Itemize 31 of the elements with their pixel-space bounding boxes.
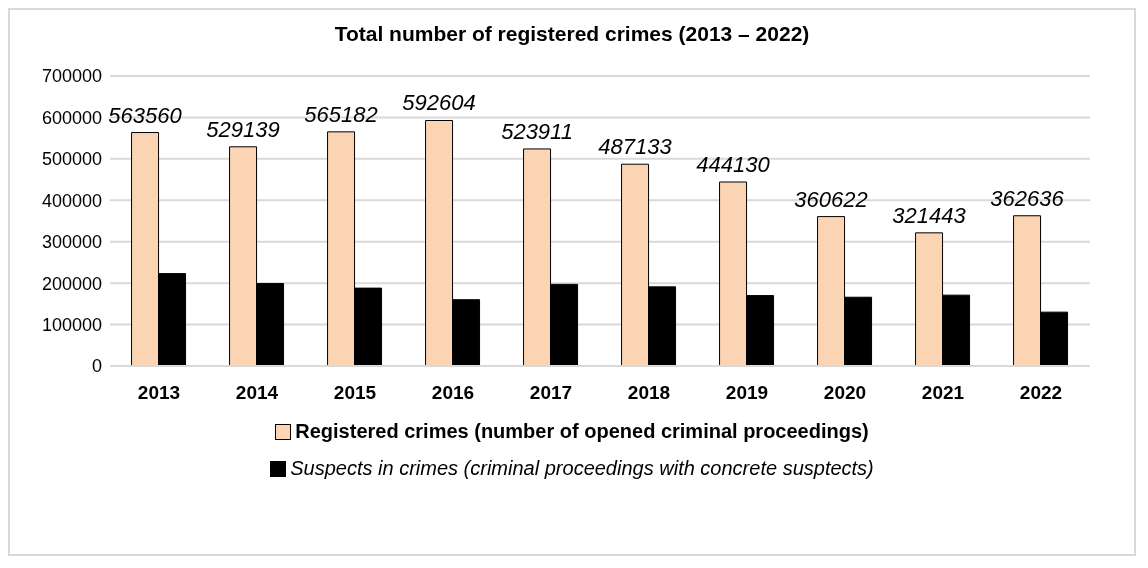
legend-label: Registered crimes (number of opened criminal proceedings) — [295, 420, 869, 443]
y-tick-label: 500000 — [41, 149, 102, 170]
data-label: 487133 — [598, 134, 673, 160]
y-tick-label: 400000 — [41, 190, 102, 211]
x-tick-label: 2018 — [627, 382, 671, 404]
x-tick-label: 2014 — [235, 382, 279, 404]
legend-label: Suspects in crimes (criminal proceedings with concrete susptects) — [290, 457, 874, 480]
data-label: 444130 — [696, 152, 771, 177]
x-tick-label: 2016 — [431, 382, 475, 404]
x-tick-label: 2015 — [333, 382, 377, 404]
y-tick-label: 600000 — [41, 107, 102, 128]
y-tick-label: 200000 — [41, 273, 102, 294]
x-tick-label: 2020 — [823, 382, 867, 404]
data-label: 563560 — [108, 102, 183, 128]
y-tick-label: 300000 — [41, 232, 102, 253]
x-tick-label: 2013 — [137, 382, 181, 404]
data-label: 592604 — [402, 90, 476, 116]
y-tick-label: 700000 — [41, 66, 102, 87]
x-tick-label: 2019 — [725, 382, 769, 404]
data-label: 321443 — [892, 202, 967, 228]
data-label: 529139 — [206, 116, 280, 142]
data-label: 362636 — [990, 185, 1065, 211]
y-tick-label: 100000 — [41, 314, 102, 335]
x-tick-label: 2017 — [529, 382, 573, 404]
data-label: 360622 — [794, 186, 868, 212]
x-tick-label: 2021 — [921, 382, 965, 404]
data-label: 565182 — [304, 101, 378, 127]
x-tick-label: 2022 — [1019, 382, 1063, 404]
data-label: 523911 — [501, 118, 573, 144]
y-tick-label: 0 — [91, 356, 102, 377]
chart-title: Total number of registered crimes (2013 – 2022) — [333, 22, 811, 46]
